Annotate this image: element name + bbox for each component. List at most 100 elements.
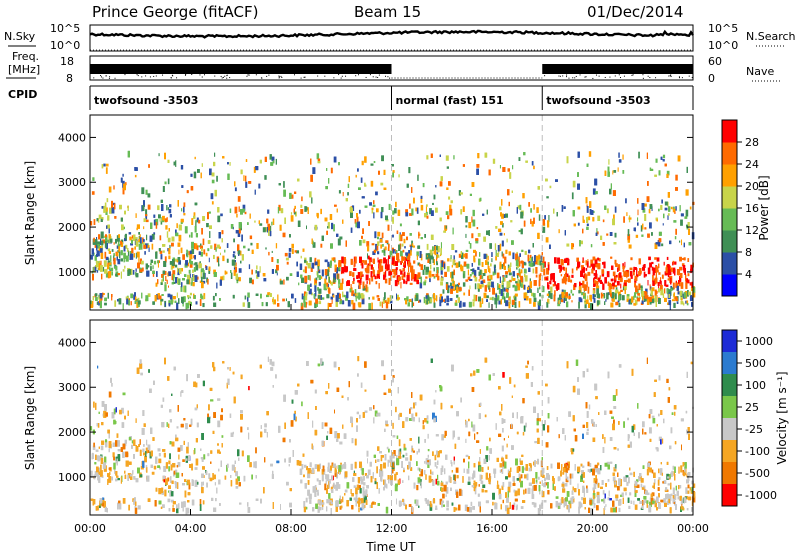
range-cell — [350, 258, 353, 265]
range-cell — [587, 286, 590, 294]
range-cell — [475, 239, 479, 244]
range-cell — [395, 261, 398, 266]
range-cell — [504, 296, 506, 303]
range-cell — [627, 229, 630, 236]
range-cell — [108, 226, 110, 234]
range-cell — [449, 208, 453, 216]
range-cell — [683, 242, 685, 248]
range-cell — [439, 217, 442, 222]
range-cell — [451, 265, 453, 268]
range-cell — [486, 284, 488, 287]
range-cell — [384, 246, 387, 251]
range-cell — [356, 216, 359, 224]
range-cell — [524, 262, 527, 266]
range-cell — [300, 255, 302, 259]
range-cell — [194, 225, 197, 233]
range-cell — [548, 215, 550, 222]
range-cell — [194, 275, 198, 282]
range-cell — [659, 280, 661, 284]
range-cell — [622, 170, 625, 174]
range-cell — [293, 208, 295, 213]
range-cell — [238, 222, 242, 229]
range-cell — [460, 209, 463, 215]
range-cell — [413, 260, 416, 264]
range-cell — [358, 280, 362, 285]
range-cell — [510, 262, 512, 267]
range-cell — [104, 202, 107, 209]
range-cell — [436, 255, 438, 262]
nave-dot — [385, 75, 387, 77]
range-cell — [120, 258, 123, 262]
range-cell — [418, 300, 420, 303]
nave-dot — [281, 76, 283, 78]
range-cell — [634, 299, 638, 305]
range-cell — [127, 150, 130, 158]
range-cell — [440, 263, 443, 270]
range-cell — [531, 256, 534, 262]
range-cell — [471, 233, 474, 239]
range-cell — [426, 155, 429, 160]
range-cell — [284, 252, 288, 257]
range-cell — [524, 269, 527, 274]
range-cell — [624, 288, 626, 294]
range-cell — [346, 291, 349, 299]
range-cell — [306, 261, 308, 266]
range-cell — [572, 293, 574, 296]
range-cell — [107, 262, 110, 266]
range-cell — [550, 274, 554, 279]
range-cell — [542, 259, 544, 264]
range-cell — [471, 182, 475, 187]
range-cell — [323, 283, 326, 290]
range-cell — [605, 278, 607, 282]
range-cell — [617, 281, 620, 286]
range-cell — [411, 208, 414, 216]
range-cell — [680, 282, 684, 289]
range-cell — [108, 271, 112, 278]
range-cell — [492, 287, 495, 295]
colorbar-tick-label: 24 — [745, 158, 759, 171]
range-cell — [650, 168, 654, 171]
range-cell — [388, 255, 391, 259]
range-cell — [324, 217, 328, 222]
range-cell — [446, 187, 449, 190]
range-cell — [134, 300, 137, 304]
range-cell — [317, 271, 319, 278]
range-cell — [651, 232, 653, 236]
range-cell — [532, 262, 535, 267]
cpid-segments: twofsound -3503 normal (fast) 151 twofsoun… — [94, 86, 651, 110]
range-cell — [90, 426, 93, 431]
range-cell — [403, 279, 406, 284]
range-cell — [571, 274, 574, 278]
range-cell — [388, 277, 391, 285]
range-cell — [175, 232, 179, 237]
nave-dot — [201, 76, 203, 78]
range-cell — [597, 215, 601, 221]
range-cell — [373, 269, 375, 275]
range-cell — [93, 266, 96, 273]
range-cell — [396, 253, 400, 261]
range-cell — [266, 218, 269, 224]
range-cell — [177, 277, 179, 284]
range-cell — [99, 293, 103, 299]
range-cell — [509, 297, 511, 304]
nave-dot — [345, 75, 347, 77]
range-cell — [450, 298, 453, 301]
range-cell — [403, 264, 405, 272]
range-cell — [353, 277, 355, 281]
range-cell — [214, 189, 217, 197]
range-cell — [168, 285, 169, 288]
range-cell — [650, 286, 652, 291]
range-cell — [502, 286, 504, 292]
range-cell — [278, 183, 281, 186]
range-cell — [101, 164, 104, 169]
range-cell — [150, 266, 152, 271]
range-cell — [201, 295, 204, 300]
freq-left-tick-bottom: 8 — [66, 72, 73, 85]
nave-dot — [220, 75, 222, 77]
range-cell — [138, 232, 140, 235]
range-cell — [403, 264, 405, 268]
range-cell — [516, 207, 518, 214]
range-cell — [465, 249, 469, 252]
range-cell — [646, 196, 650, 202]
